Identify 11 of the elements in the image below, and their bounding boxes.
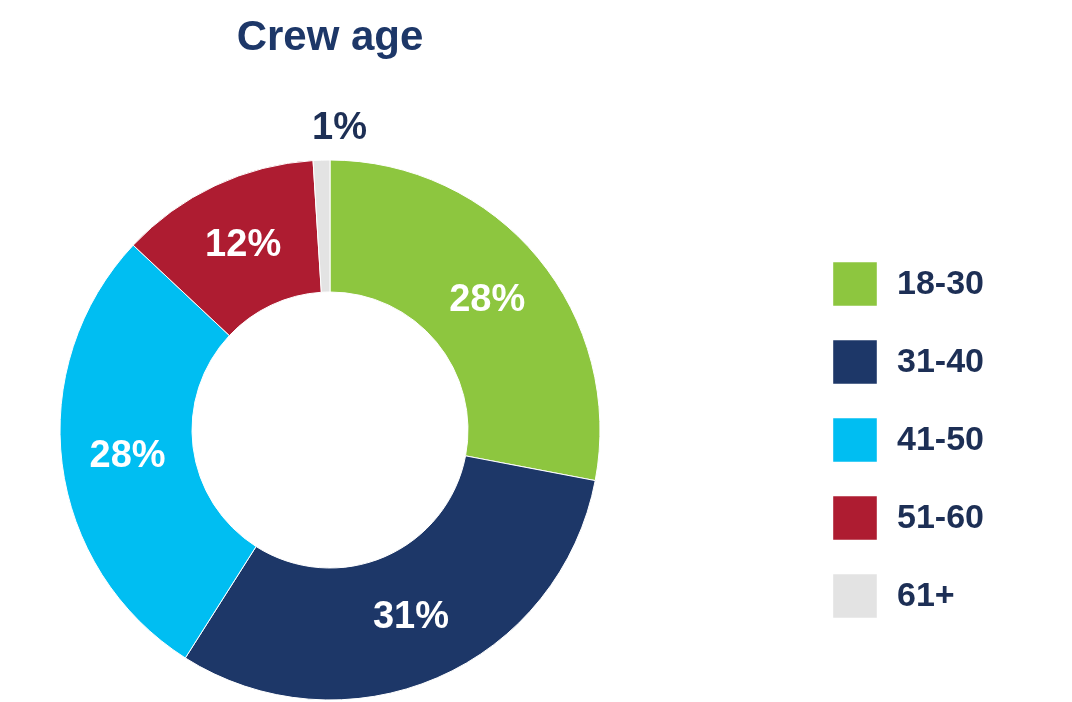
- legend-label: 41-50: [897, 419, 984, 457]
- legend-label: 31-40: [897, 341, 984, 379]
- chart-title: Crew age: [236, 12, 424, 60]
- legend-label: 61+: [897, 575, 955, 613]
- data-label: 12%: [205, 222, 282, 265]
- data-label: 1%: [312, 105, 367, 148]
- data-label: 28%: [89, 432, 166, 475]
- legend-label: 51-60: [897, 497, 984, 535]
- data-label: 28%: [449, 276, 526, 319]
- legend-label: 18-30: [897, 263, 984, 301]
- data-label: 31%: [372, 594, 450, 637]
